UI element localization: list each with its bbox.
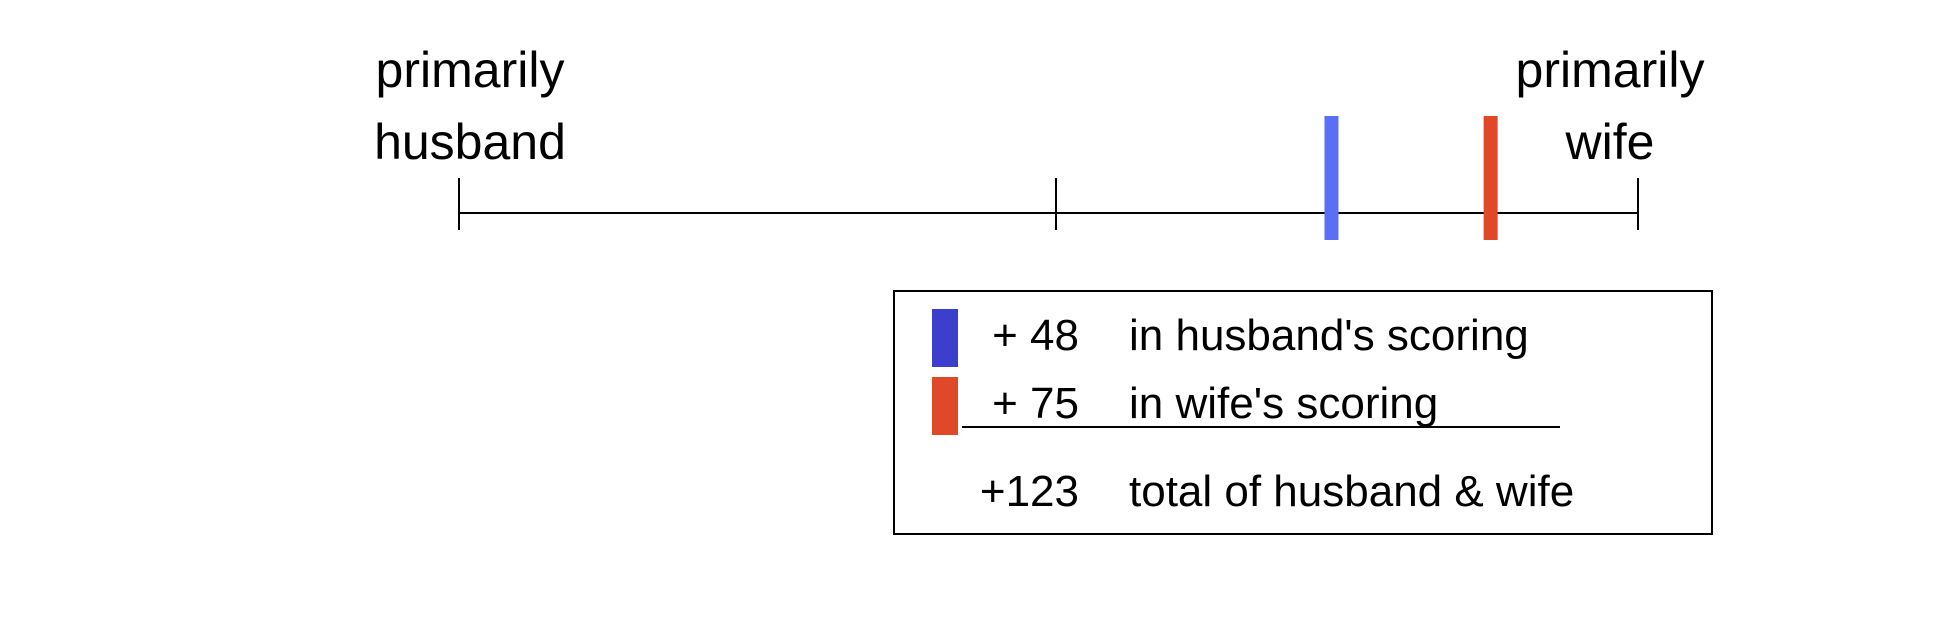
husband-score-text: in husband's scoring: [1129, 311, 1529, 360]
total-score-text: total of husband & wife: [1129, 467, 1575, 516]
right-label-line-2: wife: [1565, 114, 1655, 170]
score-legend: + 48 in husband's scoring + 75 in wife's…: [893, 290, 1713, 535]
left-label-line-1: primarily: [375, 42, 565, 98]
sum-underline: [962, 426, 1560, 428]
husband-score-marker: [1324, 116, 1339, 240]
left-label-line-2: husband: [374, 114, 566, 170]
total-score-value: +123: [979, 467, 1079, 516]
score-markers: [1324, 116, 1498, 240]
wife-score-text: in wife's scoring: [1129, 379, 1439, 428]
wife-score-value: + 75: [992, 379, 1079, 428]
left-scale-label: primarily husband: [340, 34, 600, 178]
husband-score-value: + 48: [992, 311, 1079, 360]
husband-swatch: [932, 309, 958, 367]
wife-score-marker: [1483, 116, 1498, 240]
wife-swatch: [932, 377, 958, 435]
right-scale-label: primarily wife: [1480, 34, 1740, 178]
right-label-line-1: primarily: [1515, 42, 1705, 98]
